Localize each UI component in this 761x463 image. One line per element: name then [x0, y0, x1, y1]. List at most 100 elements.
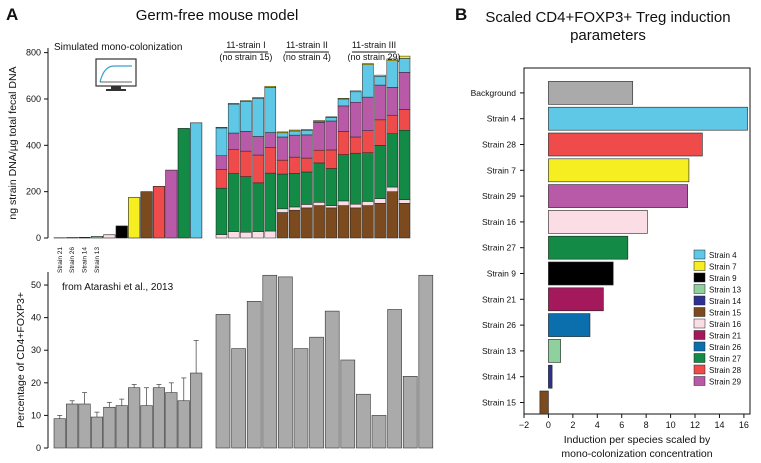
a-top-stack-segment — [337, 154, 350, 202]
a-top-mono-bar — [103, 234, 116, 239]
a-bottom-tick-label: 0 — [36, 443, 41, 453]
a-top-stack-segment — [374, 76, 386, 86]
a-top-stack-segment — [288, 130, 301, 136]
legend-swatch — [693, 364, 706, 375]
a-top-stack-segment — [398, 199, 411, 204]
a-top-stack-segment — [325, 120, 338, 151]
legend-label: Strain 4 — [709, 251, 737, 260]
a-top-stack-segment — [337, 98, 350, 107]
legend-swatch — [693, 307, 706, 317]
a-top-stack-segment — [374, 198, 386, 204]
a-top-stack-segment — [252, 136, 264, 156]
a-bottom-mono-bar — [165, 392, 178, 449]
a-top-stack-segment — [386, 186, 399, 192]
legend-label: Strain 28 — [709, 366, 742, 375]
a-top-stack-segment — [301, 134, 313, 159]
a-top-stack-segment — [264, 132, 277, 148]
legend-swatch — [693, 272, 706, 283]
a-bottom-mono-bar — [152, 387, 165, 449]
a-top-stack-segment — [349, 91, 362, 103]
a-top-mono-bar — [78, 237, 91, 239]
b-xlabel-line1: Induction per species scaled by — [564, 434, 711, 446]
a-top-stack-segment — [215, 187, 228, 235]
a-top-stack-segment — [398, 58, 411, 73]
a-top-stack-segment — [215, 234, 228, 239]
a-top-ylabel: ng strain DNA/µg total fecal DNA — [7, 66, 19, 219]
b-x-tick-label: 10 — [666, 420, 676, 430]
a-bottom-mono-bar — [78, 403, 91, 449]
a-top-stack-segment — [398, 202, 411, 239]
a-top-stack-segment — [337, 105, 350, 132]
a-top-stack-segment — [386, 133, 399, 188]
a-bottom-mix-bar — [371, 415, 387, 449]
a-top-mono-bar — [140, 191, 153, 239]
legend-label: Strain 21 — [709, 332, 742, 341]
a-top-stack-segment — [349, 152, 362, 205]
a-bottom-mix-bar — [356, 393, 371, 449]
a-top-stack-segment — [349, 90, 362, 93]
a-bottom-mono-bar — [128, 387, 141, 449]
legend-label: Strain 9 — [709, 274, 737, 283]
panel-b-title-line1: Scaled CD4+FOXP3+ Treg induction — [485, 9, 730, 26]
b-category-label: Strain 14 — [482, 372, 516, 382]
a-top-group-label: 11-strain I — [226, 40, 265, 50]
b-category-label: Strain 26 — [482, 320, 516, 330]
a-top-stack-segment — [325, 205, 338, 209]
b-category-label: Strain 16 — [482, 217, 516, 227]
a-top-stack-segment — [362, 63, 374, 65]
legend-label: Strain 7 — [709, 263, 737, 272]
a-top-stack-segment — [374, 145, 386, 199]
legend-label: Strain 26 — [709, 343, 742, 352]
a-top-stack-segment — [252, 182, 264, 232]
a-top-stack-segment — [276, 208, 289, 213]
a-top-tick-label: 400 — [26, 140, 41, 150]
b-category-label: Strain 29 — [482, 191, 516, 201]
a-top-mono-bar — [165, 169, 178, 239]
a-top-stack-segment — [386, 60, 399, 88]
a-top-stack-segment — [398, 55, 411, 59]
a-bottom-tick-label: 50 — [31, 280, 41, 290]
b-bar — [548, 261, 614, 286]
a-top-stack-segment — [374, 84, 386, 121]
a-top-mono-tick-label: Strain 14 — [82, 247, 89, 273]
a-top-note: Simulated mono-colonization — [54, 42, 182, 53]
a-top-stack-segment — [313, 120, 325, 122]
a-top-stack-segment — [398, 72, 411, 110]
a-top-stack-segment — [325, 207, 338, 239]
a-bottom-ylabel: Percentage of CD4+FOXP3+ — [15, 292, 27, 428]
a-bottom-mix-bar — [215, 314, 231, 449]
a-bottom-mix-bar — [418, 274, 434, 449]
a-top-stack-segment — [227, 103, 240, 134]
a-top-stack-segment — [301, 171, 313, 205]
b-category-label: Strain 15 — [482, 398, 516, 408]
a-top-stack-segment — [362, 96, 374, 131]
a-top-stack-segment — [264, 230, 277, 239]
legend-label: Strain 16 — [709, 320, 742, 329]
a-bottom-mono-bar — [90, 416, 103, 449]
b-bar — [548, 158, 690, 183]
a-top-mono-tick-label: Strain 26 — [69, 247, 76, 273]
a-top-stack-segment — [240, 101, 252, 132]
a-top-stack-segment — [240, 131, 252, 152]
panel-b-title-line2: parameters — [570, 27, 646, 44]
a-top-stack-segment — [374, 119, 386, 146]
a-top-tick-label: 600 — [26, 94, 41, 104]
a-top-mono-bar — [190, 122, 203, 239]
legend-swatch — [693, 249, 706, 260]
a-top-group-sublabel: (no strain 15) — [219, 52, 272, 62]
a-top-stack-segment — [386, 58, 399, 61]
a-top-stack-segment — [313, 202, 325, 206]
a-top-stack-segment — [313, 149, 325, 164]
a-top-stack-segment — [288, 173, 301, 208]
legend: Strain 4 Strain 7 Strain 9 Strain 13 Strain … — [693, 249, 742, 387]
legend-label: Strain 14 — [709, 297, 742, 306]
legend-swatch — [693, 353, 706, 363]
a-top-stack-segment — [252, 231, 264, 239]
b-x-tick-label: 14 — [714, 420, 724, 430]
a-top-stack-segment — [313, 122, 325, 151]
a-top-stack-segment — [325, 116, 338, 118]
a-top-mono-bar — [177, 128, 190, 239]
a-bottom-tick-label: 10 — [31, 410, 41, 420]
a-bottom-mix-bar — [231, 348, 246, 449]
a-bottom-tick-label: 30 — [31, 345, 41, 355]
